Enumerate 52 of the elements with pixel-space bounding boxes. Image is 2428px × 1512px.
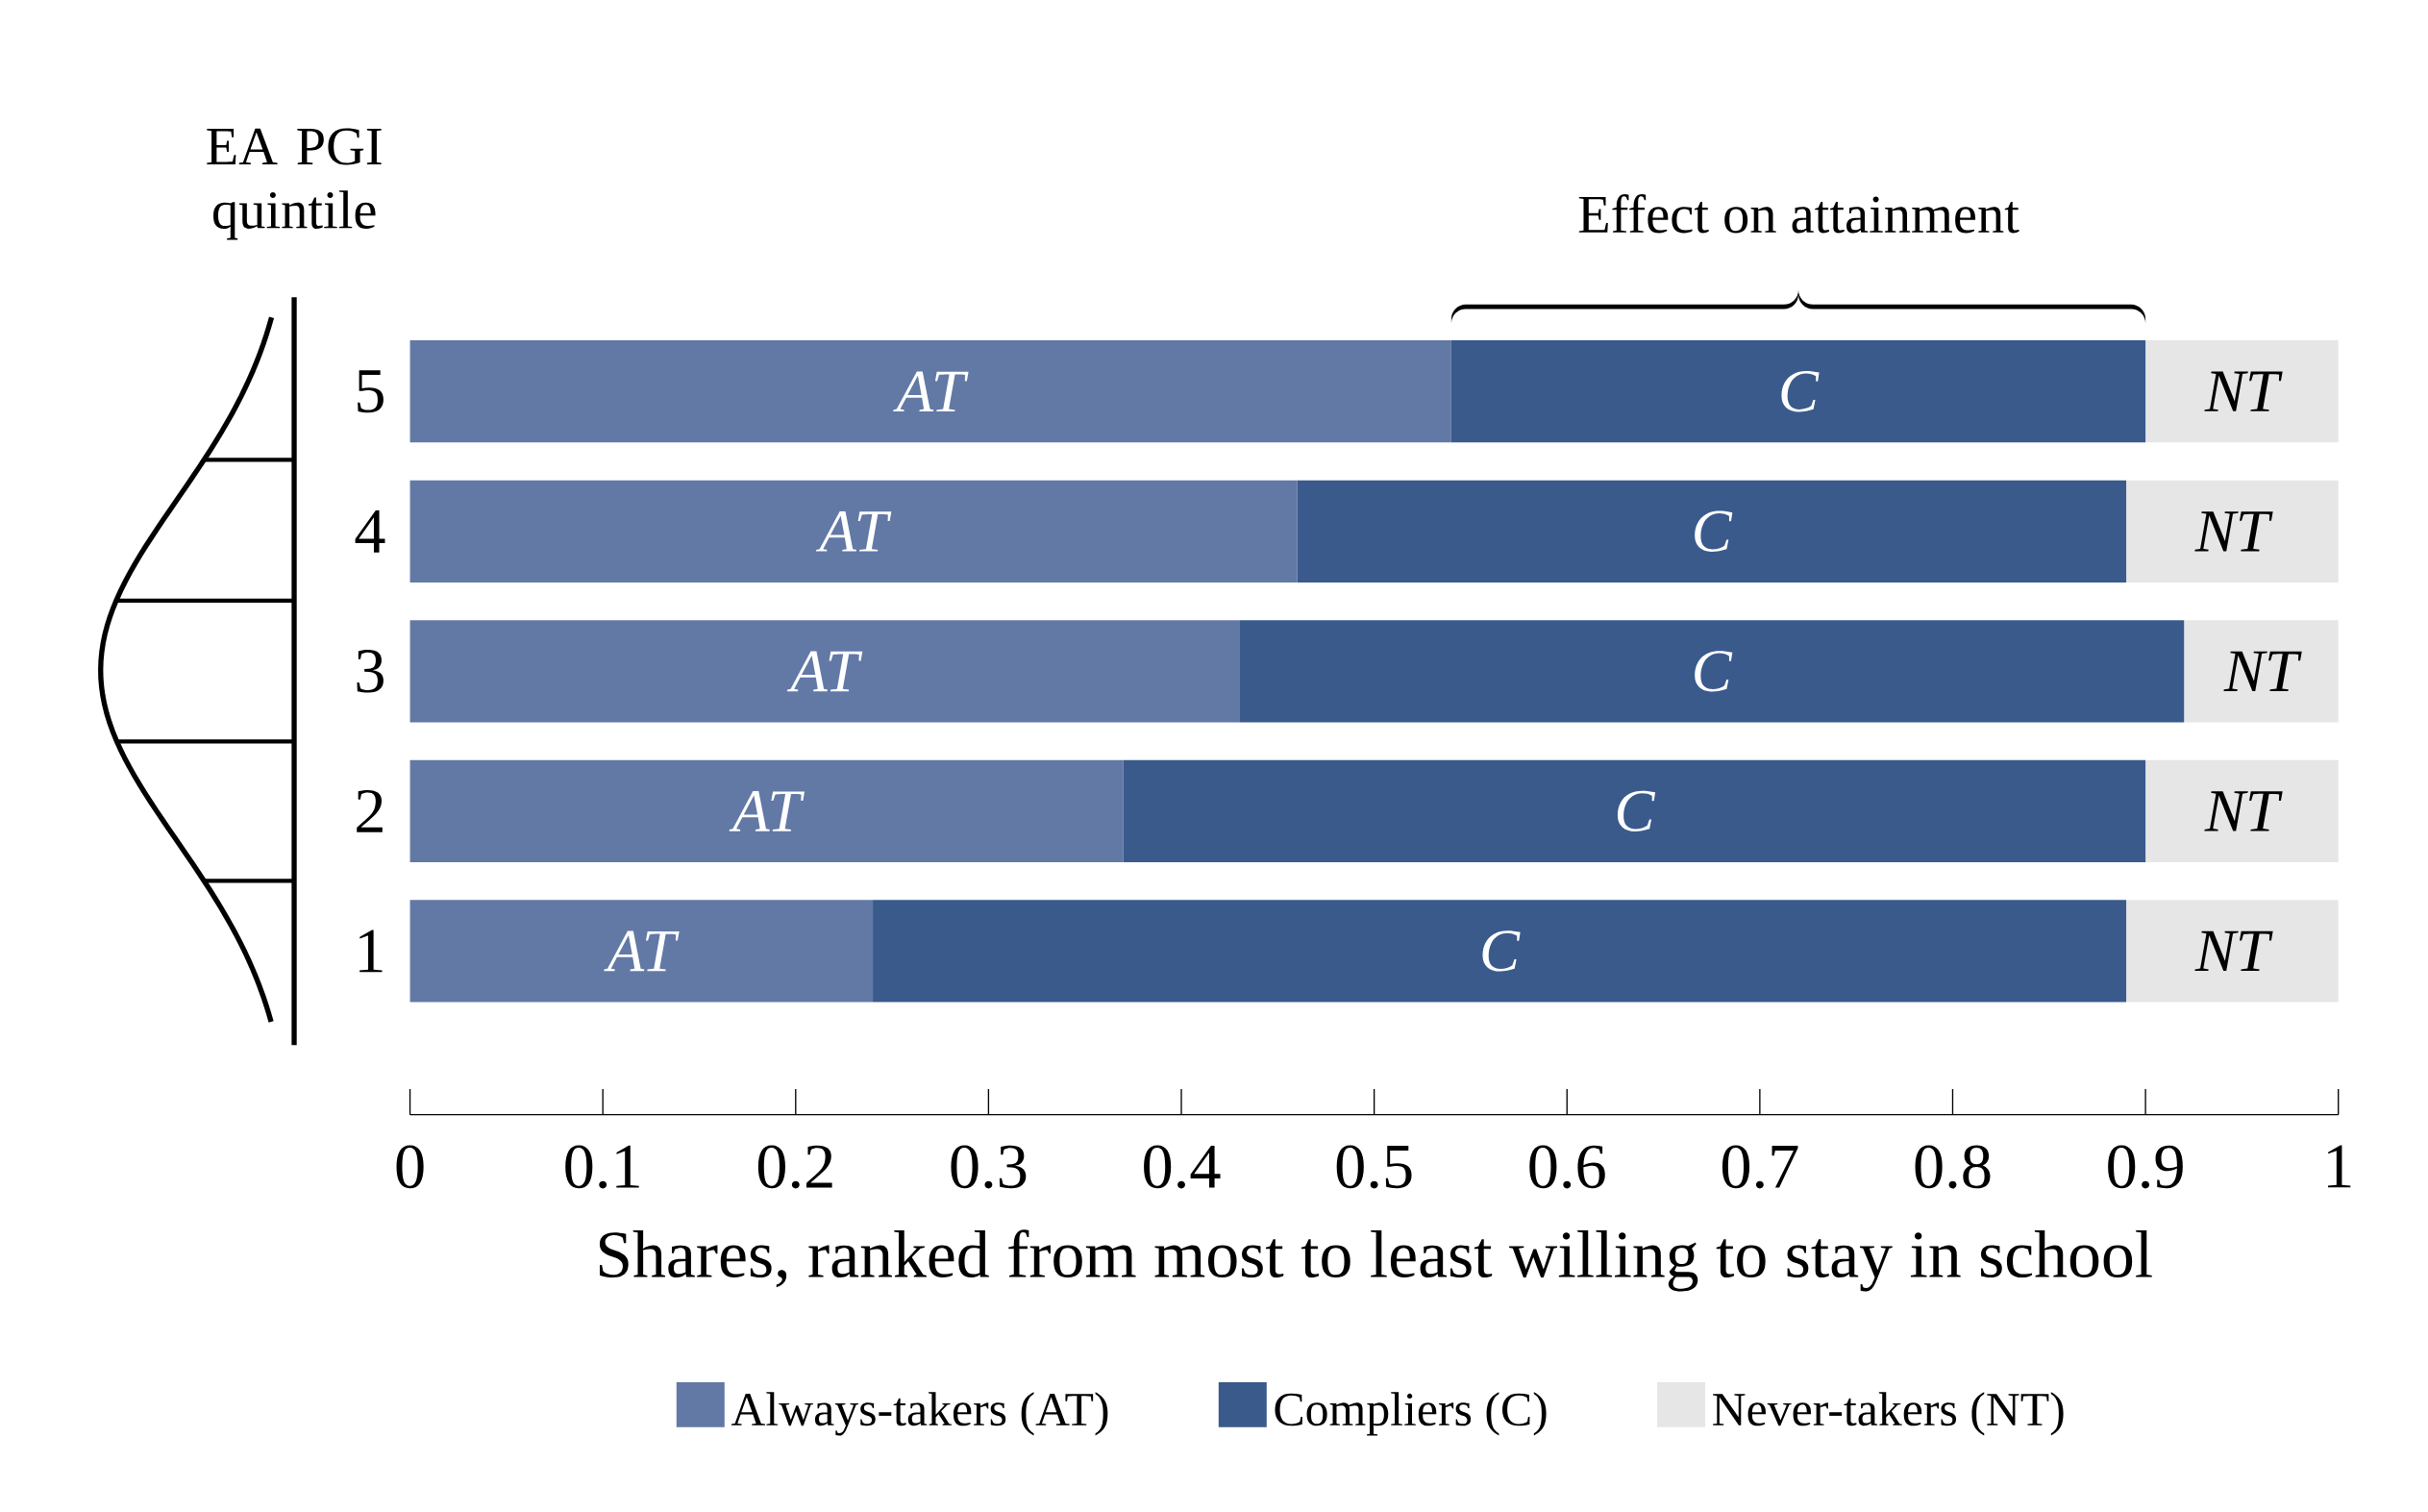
y-tick-label: 5 <box>358 370 384 413</box>
data-label: C <box>1781 371 1820 412</box>
y-tick-label: 1 <box>359 930 383 973</box>
bar <box>1450 340 2146 443</box>
x-tick-label: 0.1 <box>565 1145 639 1189</box>
x-tick-label: 0.9 <box>2108 1145 2183 1189</box>
data-label: NT <box>2194 930 2273 972</box>
bar <box>1239 620 2185 723</box>
bar <box>409 900 874 1003</box>
x-axis-title: Shares, ranked from most to least willing to stay in school <box>599 1229 2152 1292</box>
data-label: C <box>1695 651 1733 692</box>
x-tick-label: 0 <box>396 1145 424 1189</box>
x-tick-label: 0.8 <box>1915 1145 1991 1189</box>
y-axis-title: EA PGI quintile <box>207 128 382 240</box>
bar <box>409 340 1451 443</box>
x-tick-label: 0.5 <box>1336 1145 1412 1189</box>
x-tick-label: 1 <box>2327 1145 2351 1188</box>
bar <box>2126 900 2339 1003</box>
x-tick-label: 0.7 <box>1722 1145 1798 1189</box>
data-label: AT <box>604 930 680 972</box>
bar <box>2145 340 2339 443</box>
legend-label: Always-takers (AT) <box>731 1392 1108 1436</box>
bar <box>2126 480 2339 582</box>
y-tick-label: 4 <box>355 509 385 553</box>
bar <box>409 620 1240 723</box>
data-label: C <box>1695 510 1733 552</box>
data-label: C <box>1482 930 1521 972</box>
data-label: NT <box>2204 791 2283 831</box>
legend-label: Never-takers (NT) <box>1713 1392 2064 1436</box>
x-tick-label: 0.3 <box>951 1145 1027 1189</box>
bar <box>2184 620 2339 723</box>
bar <box>409 480 1298 582</box>
data-label: NT <box>2194 511 2273 552</box>
data-label: AT <box>729 791 805 831</box>
x-tick-label: 0.6 <box>1529 1145 1605 1189</box>
data-label: AT <box>815 511 892 552</box>
bar <box>1297 480 2127 582</box>
data-label: NT <box>2223 651 2302 692</box>
bar <box>409 759 1124 863</box>
bar <box>1123 759 2146 863</box>
data-label: C <box>1617 790 1656 832</box>
y-tick-label: 3 <box>357 650 384 693</box>
legend-label: Compliers (C) <box>1275 1392 1547 1436</box>
x-tick-label: 0.2 <box>757 1145 832 1189</box>
bar <box>2145 759 2339 863</box>
text: Effect on attainment <box>1578 194 2019 234</box>
data-label: AT <box>893 371 969 412</box>
x-tick-label: 0.4 <box>1144 1145 1221 1189</box>
data-label: NT <box>2204 371 2283 411</box>
bar <box>873 900 2127 1003</box>
y-tick-label: 2 <box>357 789 383 832</box>
data-label: AT <box>786 651 863 692</box>
